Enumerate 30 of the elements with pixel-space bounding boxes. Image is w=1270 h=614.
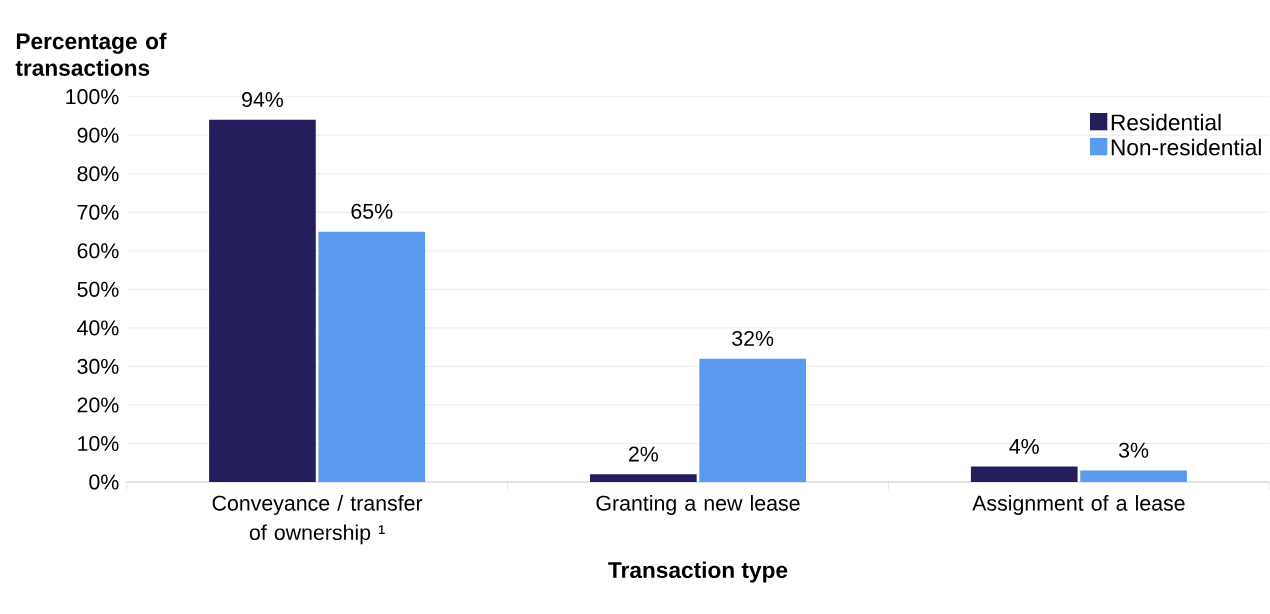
data-label: 32% <box>732 330 774 346</box>
legend-label: Residential <box>1111 113 1221 131</box>
y-tick-label: 100% <box>66 89 119 105</box>
y-tick-label: 70% <box>77 204 119 220</box>
data-label: 4% <box>1009 438 1039 454</box>
bar <box>970 466 1078 482</box>
x-tick-label: Granting a new lease <box>596 495 800 515</box>
y-tick-label: 60% <box>77 243 119 259</box>
y-tick-label: 10% <box>78 435 119 452</box>
data-label: 3% <box>1118 442 1149 458</box>
y-tick-label: 50% <box>77 281 119 297</box>
y-tick-label: 40% <box>77 320 119 336</box>
bar <box>1080 470 1187 482</box>
legend-label: Non-residential <box>1111 138 1261 156</box>
y-tick-label: 90% <box>77 127 119 143</box>
bar <box>590 474 697 482</box>
data-label: 65% <box>351 203 393 219</box>
bar <box>699 358 807 482</box>
y-tick-label: 30% <box>77 358 119 374</box>
y-tick-label: 80% <box>77 166 119 182</box>
bar <box>318 231 426 482</box>
x-axis-title: Transaction type <box>608 561 788 583</box>
x-tick-label: Assignment of a lease <box>972 495 1185 515</box>
bar <box>209 119 316 482</box>
data-label: 2% <box>628 446 658 462</box>
y-axis-title: Percentage of transactions <box>15 32 167 76</box>
data-label: 94% <box>242 91 284 108</box>
y-tick-label: 0% <box>89 474 119 490</box>
x-tick-label: Conveyance / transfer of ownership ¹ <box>212 495 423 545</box>
y-tick-label: 20% <box>77 397 119 413</box>
